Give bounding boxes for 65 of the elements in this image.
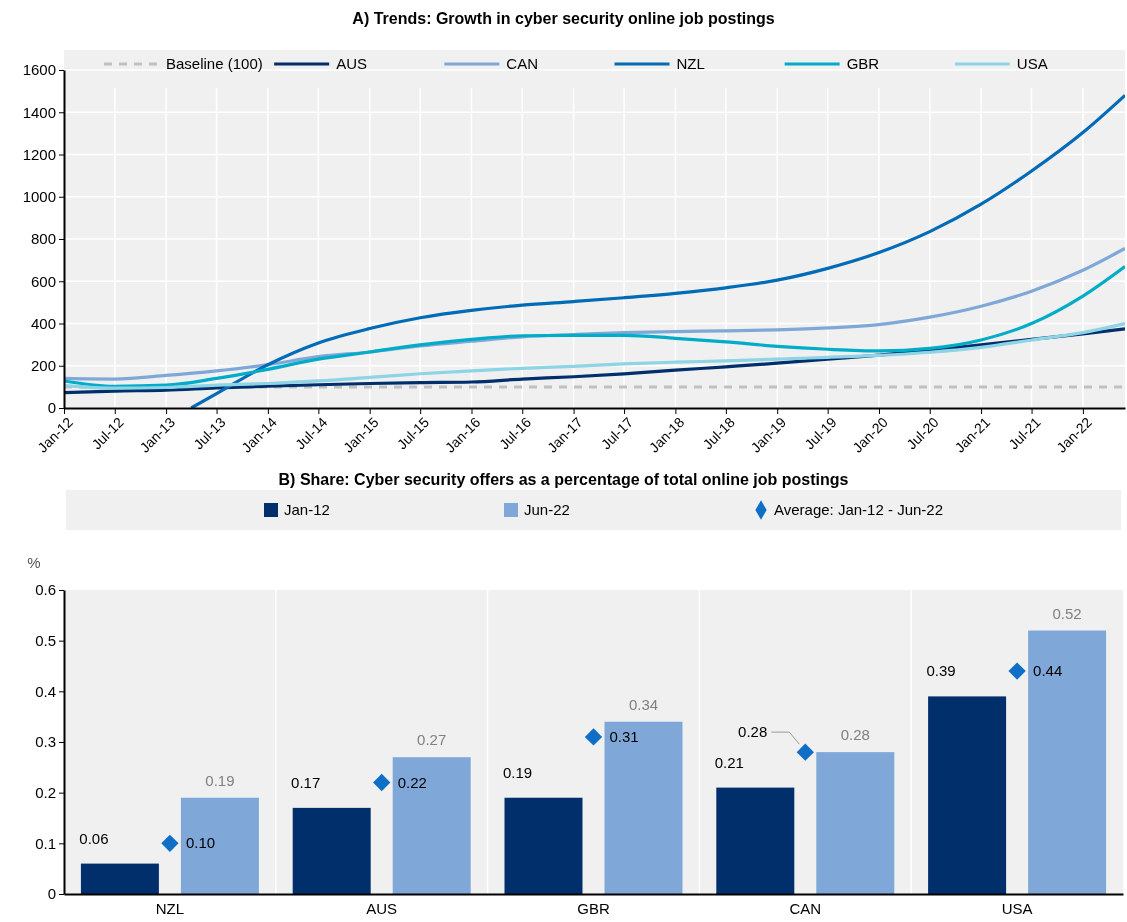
- x-tick-label: AUS: [366, 899, 398, 917]
- y-tick-label: 1000: [22, 188, 56, 206]
- line-series: [189, 93, 1125, 408]
- x-tick-label: USA: [1001, 899, 1033, 917]
- chart-title: B) Share: Cyber security offers as a percentage of total online job postings: [278, 471, 849, 488]
- legend-label: CAN: [506, 55, 539, 72]
- y-tick-label: 400: [30, 314, 56, 332]
- bar: [80, 863, 159, 894]
- legend-label: Jun-22: [524, 501, 570, 518]
- point: [161, 834, 179, 852]
- y-tick-label: 0: [47, 399, 56, 417]
- y-tick-label: 1200: [22, 145, 56, 163]
- point: [584, 728, 603, 746]
- bar: [392, 757, 471, 894]
- y-tick-label: 800: [30, 230, 56, 248]
- chart-title: A) Trends: Growth in cyber security online job postings: [352, 10, 775, 27]
- y-tick-label: 1600: [22, 61, 56, 79]
- data-label: 0.27: [417, 731, 447, 749]
- legend-label: NZL: [676, 55, 705, 72]
- legend-label: Jan-12: [284, 501, 330, 518]
- y-tick-label: 0.3: [35, 733, 56, 751]
- bar: [716, 787, 795, 894]
- data-label: 0.28: [738, 723, 768, 741]
- y-tick-label: 0.4: [35, 682, 56, 700]
- y-tick-label: 0.2: [35, 783, 56, 801]
- y-tick-label: 0.5: [35, 631, 56, 649]
- y-tick-label: 0.1: [35, 834, 56, 852]
- y-tick-label: 0: [47, 885, 56, 903]
- bar: [604, 721, 683, 894]
- y-tick-label: 0.6: [35, 581, 56, 599]
- x-tick-label: NZL: [155, 899, 185, 917]
- bar: [816, 752, 895, 894]
- legend-label: AUS: [336, 55, 368, 72]
- x-tick-label: GBR: [577, 899, 610, 917]
- data-label: 0.06: [79, 829, 109, 847]
- data-label: 0.44: [1033, 662, 1063, 680]
- y-tick-label: 1400: [22, 103, 56, 121]
- point: [1008, 662, 1026, 680]
- data-label: 0.17: [291, 773, 321, 791]
- data-label: 0.52: [1052, 604, 1082, 622]
- y-tick-label: 200: [30, 357, 56, 375]
- data-label: 0.39: [926, 662, 956, 680]
- bar: [292, 807, 371, 894]
- legend-label: USA: [1016, 55, 1048, 72]
- bar: [180, 797, 259, 894]
- point: [796, 743, 814, 761]
- legend-label: Average: Jan-12 - Jun-22: [774, 501, 943, 518]
- bar: [928, 696, 1007, 894]
- legend-label: Baseline (100): [166, 55, 263, 72]
- x-tick-label: CAN: [789, 899, 822, 917]
- data-label: 0.34: [628, 695, 659, 713]
- bar: [504, 797, 583, 894]
- point: [373, 773, 391, 792]
- bar: [1028, 630, 1107, 894]
- data-label: 0.22: [397, 773, 427, 791]
- data-label: 0.31: [609, 727, 639, 745]
- legend-label: GBR: [846, 55, 880, 72]
- data-label: 0.19: [502, 763, 533, 781]
- y-tick-label: 600: [30, 272, 56, 290]
- data-label: 0.10: [185, 834, 216, 852]
- line-series: [64, 264, 1125, 388]
- data-label: 0.19: [205, 771, 235, 789]
- data-label: 0.21: [714, 753, 744, 771]
- data-label: 0.28: [840, 726, 870, 744]
- y-axis-title: %: [27, 554, 41, 571]
